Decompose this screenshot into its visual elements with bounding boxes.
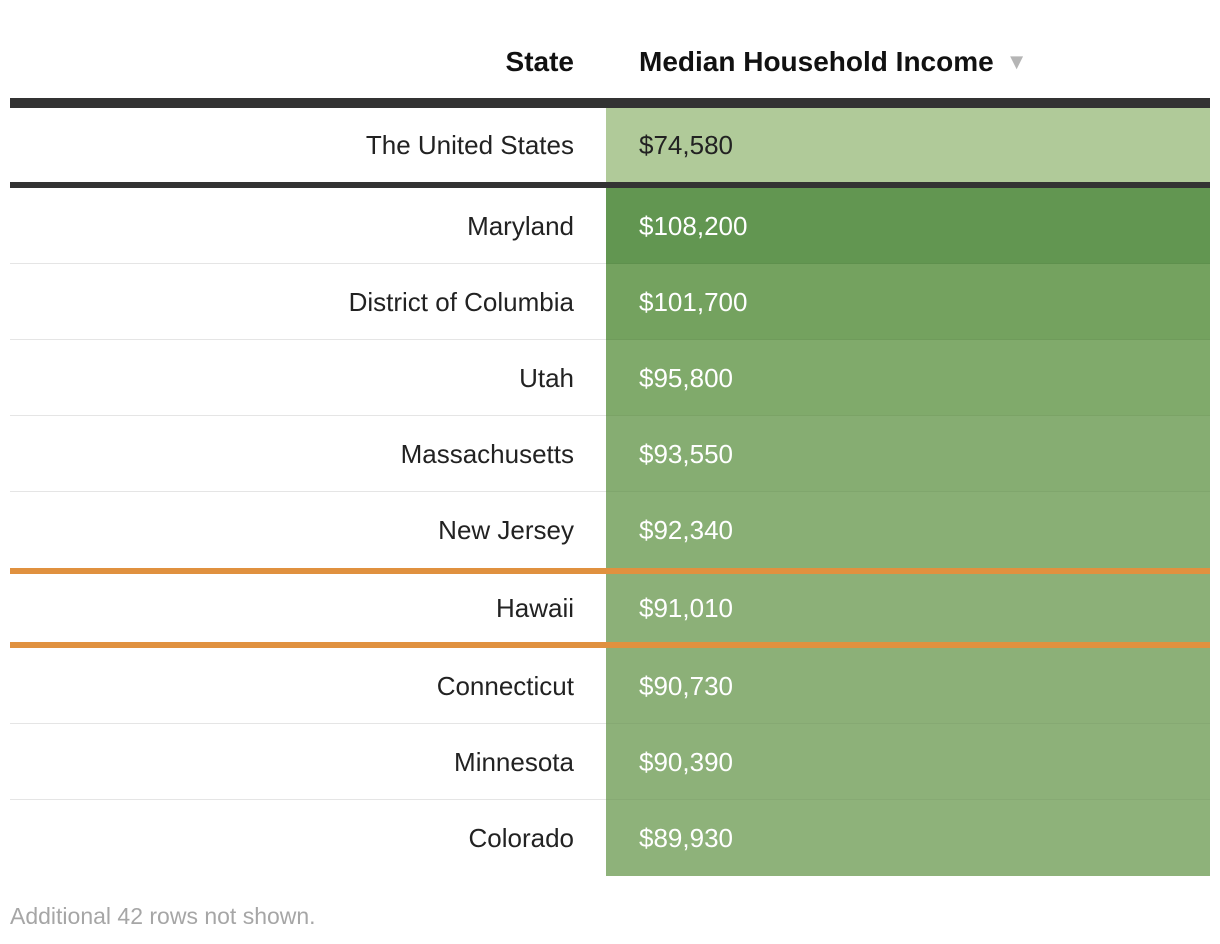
sort-descending-icon[interactable]: ▼ [1005, 49, 1028, 74]
column-header-income-label: Median Household Income [639, 46, 994, 77]
table-row: Minnesota $90,390 [10, 724, 1210, 800]
summary-divider [10, 182, 1210, 188]
footnote: Additional 42 rows not shown. [10, 903, 316, 929]
row-divider [10, 415, 606, 416]
row-divider [10, 491, 606, 492]
table-row-highlighted: Hawaii $91,010 [10, 574, 1210, 642]
table-row: District of Columbia $101,700 [10, 264, 1210, 340]
income-cell: $95,800 [606, 340, 1210, 416]
highlight-top-rule [10, 568, 1210, 574]
income-cell: $89,930 [606, 800, 1210, 876]
table-row: Maryland $108,200 [10, 188, 1210, 264]
income-cell: $101,700 [606, 264, 1210, 340]
state-cell: Maryland [467, 210, 574, 241]
row-divider [10, 263, 606, 264]
state-cell: Utah [519, 362, 574, 393]
row-divider [10, 723, 606, 724]
income-cell: $92,340 [606, 492, 1210, 568]
table-header: State Median Household Income ▼ [10, 0, 1210, 98]
table-row: New Jersey $92,340 [10, 492, 1210, 568]
income-cell: $74,580 [606, 108, 1210, 182]
income-cell: $90,730 [606, 648, 1210, 724]
table-row: Colorado $89,930 [10, 800, 1210, 876]
row-divider-income [606, 491, 1210, 492]
column-header-state[interactable]: State [505, 46, 574, 77]
table-row: Massachusetts $93,550 [10, 416, 1210, 492]
summary-row: The United States $74,580 [10, 108, 1210, 182]
header-divider [10, 98, 1210, 108]
row-divider-income [606, 263, 1210, 264]
state-cell: New Jersey [438, 514, 574, 545]
income-cell: $93,550 [606, 416, 1210, 492]
income-cell: $91,010 [606, 574, 1210, 642]
state-cell: Massachusetts [400, 438, 574, 469]
income-cell: $90,390 [606, 724, 1210, 800]
state-cell: Minnesota [454, 746, 574, 777]
state-cell: District of Columbia [348, 286, 574, 317]
state-cell: Connecticut [436, 670, 574, 701]
column-header-income[interactable]: Median Household Income ▼ [639, 46, 1027, 78]
row-divider-income [606, 723, 1210, 724]
state-cell: The United States [365, 129, 574, 160]
row-divider-income [606, 415, 1210, 416]
state-cell: Hawaii [495, 592, 574, 623]
row-divider [10, 799, 606, 800]
row-divider-income [606, 799, 1210, 800]
income-cell: $108,200 [606, 188, 1210, 264]
table-row: Connecticut $90,730 [10, 648, 1210, 724]
row-divider-income [606, 339, 1210, 340]
highlight-bottom-rule [10, 642, 1210, 648]
state-cell: Colorado [468, 822, 574, 853]
row-divider [10, 339, 606, 340]
table-row: Utah $95,800 [10, 340, 1210, 416]
